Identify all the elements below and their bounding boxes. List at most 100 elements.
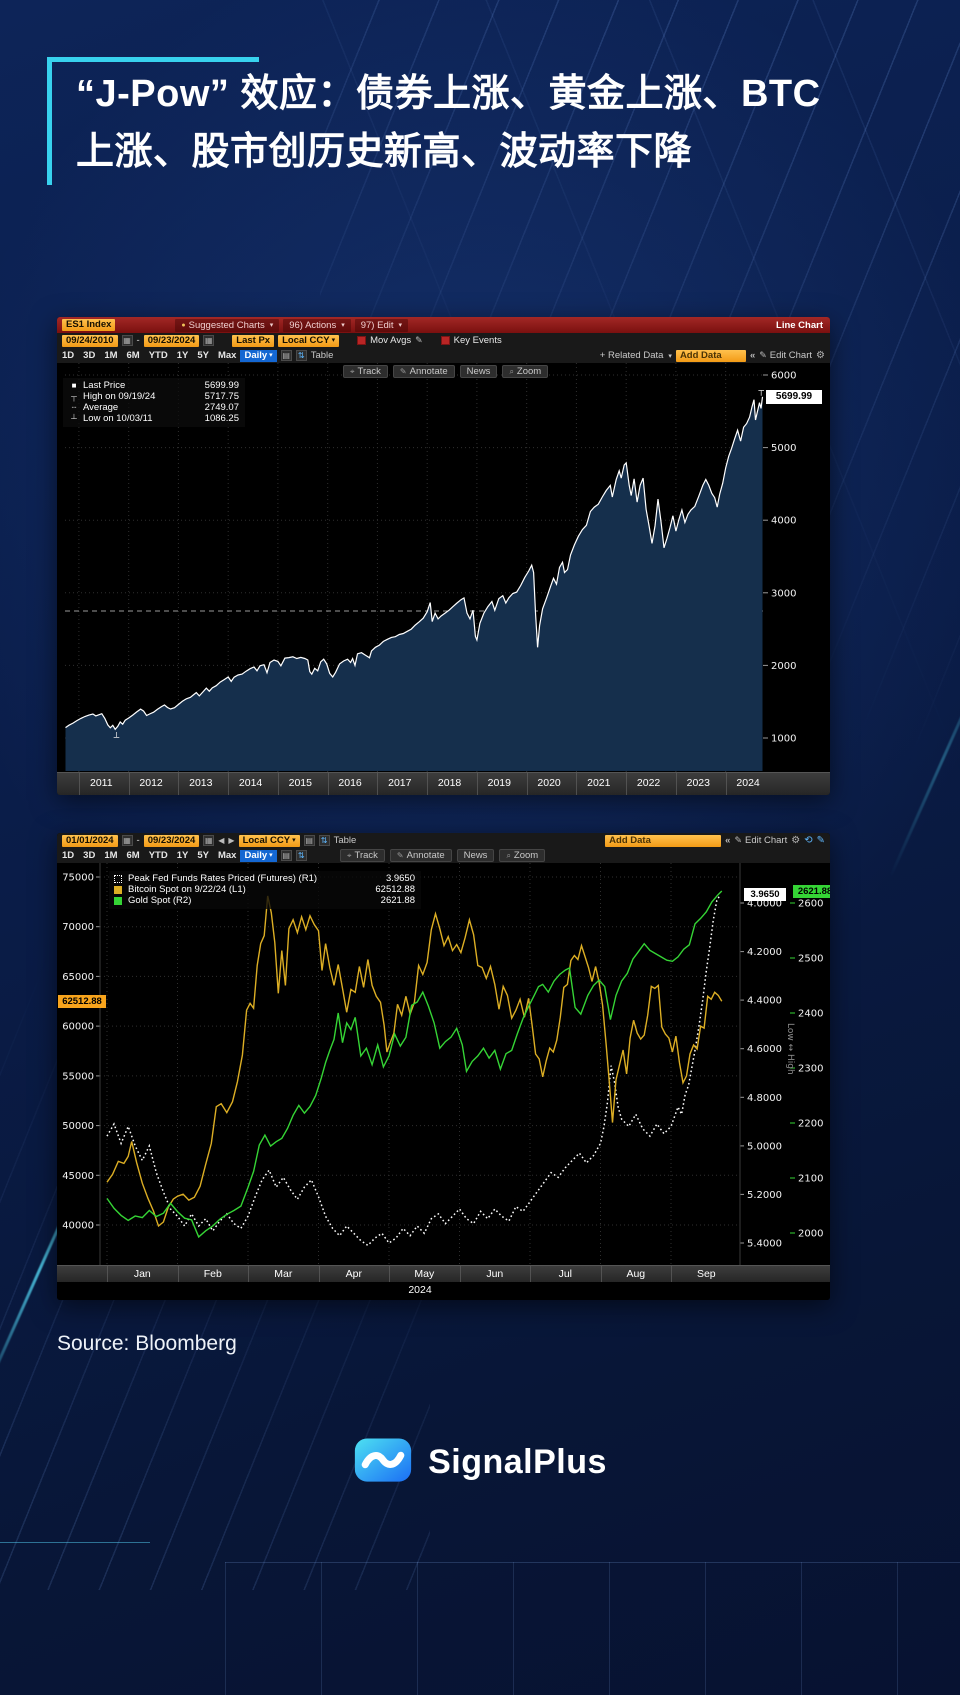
low-marker-icon <box>67 414 81 423</box>
calendar-icon[interactable]: ▦ <box>203 835 215 846</box>
edit-chart-button[interactable]: ✎ Edit Chart <box>734 835 787 846</box>
track-icon: ⌖ <box>350 366 355 376</box>
zoom-icon: ⌕ <box>506 850 511 860</box>
table-button[interactable]: Table <box>333 835 357 846</box>
x-axis-year-label: 2023 <box>686 777 710 789</box>
actions-button[interactable]: 96) Actions ▾ <box>283 318 351 332</box>
last-price-callout: 5699.99 <box>766 389 822 404</box>
x-axis-year-label: 2024 <box>736 777 760 789</box>
annotate-button[interactable]: ✎ Annotate <box>392 365 455 378</box>
period-button-3d[interactable]: 3D <box>83 350 96 361</box>
chart1-plot-area[interactable]: 1000 2000 3000 4000 5000 6000 ┬ ┴ ⌖ Track ✎ Annot… <box>57 363 830 772</box>
compare-icon[interactable]: ⇅ <box>295 850 307 861</box>
fed-funds-marker-icon <box>114 874 122 883</box>
x-axis-year-label: 2017 <box>388 777 412 789</box>
compare-icon[interactable]: ⇅ <box>318 835 330 846</box>
chart2-plot-area[interactable]: 40000 45000 50000 55000 60000 65000 70000 75000… <box>57 863 830 1265</box>
compose-icon[interactable]: ✎ <box>816 835 825 846</box>
chart-style-icon[interactable]: ▤ <box>280 850 292 861</box>
news-button[interactable]: News <box>459 365 498 378</box>
period-button-1m[interactable]: 1M <box>104 850 118 861</box>
frequency-select[interactable]: Daily ▾ <box>240 849 277 862</box>
date-to-field[interactable]: 09/23/2024 <box>143 334 200 347</box>
pencil-icon: ✎ <box>759 350 767 360</box>
svg-text:2600: 2600 <box>798 899 823 910</box>
period-button-1d[interactable]: 1D <box>62 350 75 361</box>
collapse-panel-icon[interactable]: « <box>725 835 731 846</box>
title-block: “J-Pow” 效应：债券上涨、黄金上涨、BTC 上涨、股市创历史新高、波动率下… <box>47 57 834 185</box>
annotate-button[interactable]: ✎ Annotate <box>389 849 452 862</box>
legend-row-fed-funds: Peak Fed Funds Rates Priced (Futures) (R… <box>113 873 415 884</box>
bloomberg-chart-es1: ES1 Index ● Suggested Charts ▾ 96) Actio… <box>57 317 830 795</box>
signalplus-logo-icon <box>353 1430 413 1495</box>
date-to-field[interactable]: 09/23/2024 <box>143 834 200 847</box>
period-button-1d[interactable]: 1D <box>62 850 75 861</box>
collapse-panel-icon[interactable]: « <box>749 350 756 361</box>
period-button-1y[interactable]: 1Y <box>176 350 189 361</box>
date-from-field[interactable]: 01/01/2024 <box>62 834 118 847</box>
settings-gear-icon[interactable]: ⚙ <box>791 835 801 846</box>
edit-chart-label: Edit Chart <box>769 350 813 361</box>
step-back-icon[interactable]: ◀ <box>218 836 225 845</box>
calendar-icon[interactable]: ▦ <box>121 335 133 346</box>
suggested-charts-button[interactable]: ● Suggested Charts ▾ <box>175 318 280 332</box>
add-data-input[interactable]: Add Data <box>605 834 722 847</box>
period-button-6m[interactable]: 6M <box>126 850 140 861</box>
currency-select[interactable]: Local CCY ▾ <box>278 334 340 347</box>
undo-history-icon[interactable]: ⟲ <box>804 835 813 846</box>
period-button-6m[interactable]: 6M <box>126 350 140 361</box>
table-button[interactable]: Table <box>310 350 334 361</box>
frequency-select[interactable]: Daily ▾ <box>240 349 277 362</box>
period-button-ytd[interactable]: YTD <box>148 850 168 861</box>
settings-gear-icon[interactable]: ⚙ <box>816 350 825 361</box>
gold-marker-icon <box>114 896 122 905</box>
security-field[interactable]: ES1 Index <box>62 319 116 331</box>
step-forward-icon[interactable]: ▶ <box>228 836 235 845</box>
currency-select[interactable]: Local CCY ▾ <box>238 834 300 847</box>
period-button-1m[interactable]: 1M <box>104 350 118 361</box>
related-data-button[interactable]: + Related Data ▾ <box>600 350 672 361</box>
svg-text:2200: 2200 <box>798 1119 823 1130</box>
news-button[interactable]: News <box>456 849 495 862</box>
edit-button[interactable]: 97) Edit ▾ <box>354 318 408 332</box>
chart-type-label: Line Chart <box>776 319 823 331</box>
zoom-button[interactable]: ⌕ Zoom <box>499 849 546 862</box>
period-button-1y[interactable]: 1Y <box>176 850 189 861</box>
pencil-icon[interactable]: ✎ <box>415 335 423 345</box>
svg-text:4.2000: 4.2000 <box>747 947 782 958</box>
calendar-icon[interactable]: ▦ <box>121 835 133 846</box>
key-events-checkbox[interactable] <box>440 336 450 345</box>
period-button-max[interactable]: Max <box>217 350 237 361</box>
track-button[interactable]: ⌖ Track <box>343 365 388 378</box>
currency-label: Local CCY <box>282 334 330 346</box>
period-button-max[interactable]: Max <box>217 850 237 861</box>
svg-text:75000: 75000 <box>62 873 94 884</box>
period-button-5y[interactable]: 5Y <box>197 350 209 361</box>
chevron-down-icon: ▾ <box>398 321 402 329</box>
calendar-icon[interactable]: ▦ <box>203 335 215 346</box>
period-button-3d[interactable]: 3D <box>83 850 96 861</box>
frequency-label: Daily <box>244 349 268 361</box>
actions-label: 96) Actions <box>289 319 337 331</box>
svg-text:50000: 50000 <box>62 1121 94 1132</box>
edit-chart-button[interactable]: ✎ Edit Chart <box>759 350 812 361</box>
x-axis-tick <box>389 1266 390 1282</box>
price-field-select[interactable]: Last Px <box>232 334 275 347</box>
chart2-overlay-buttons: ⌖ Track ✎ Annotate News ⌕ Zoom <box>340 849 546 862</box>
chart-style-icon[interactable]: ▤ <box>280 350 292 361</box>
chevron-down-icon: ▾ <box>269 851 273 859</box>
chevron-down-icon: ▾ <box>668 352 672 360</box>
zoom-button[interactable]: ⌕ Zoom <box>502 365 549 378</box>
track-button[interactable]: ⌖ Track <box>340 849 385 862</box>
related-data-label: + Related Data <box>599 350 664 361</box>
period-button-5y[interactable]: 5Y <box>197 850 209 861</box>
chart-style-icon[interactable]: ▤ <box>303 835 315 846</box>
period-buttons: 1D 3D 1M 6M YTD 1Y 5Y Max <box>62 850 236 861</box>
svg-text:2000: 2000 <box>798 1229 823 1240</box>
mov-avgs-checkbox[interactable] <box>357 336 367 345</box>
add-data-input[interactable]: Add Data <box>675 349 746 362</box>
date-from-field[interactable]: 09/24/2010 <box>62 334 118 347</box>
compare-icon[interactable]: ⇅ <box>295 350 307 361</box>
period-button-ytd[interactable]: YTD <box>148 350 168 361</box>
